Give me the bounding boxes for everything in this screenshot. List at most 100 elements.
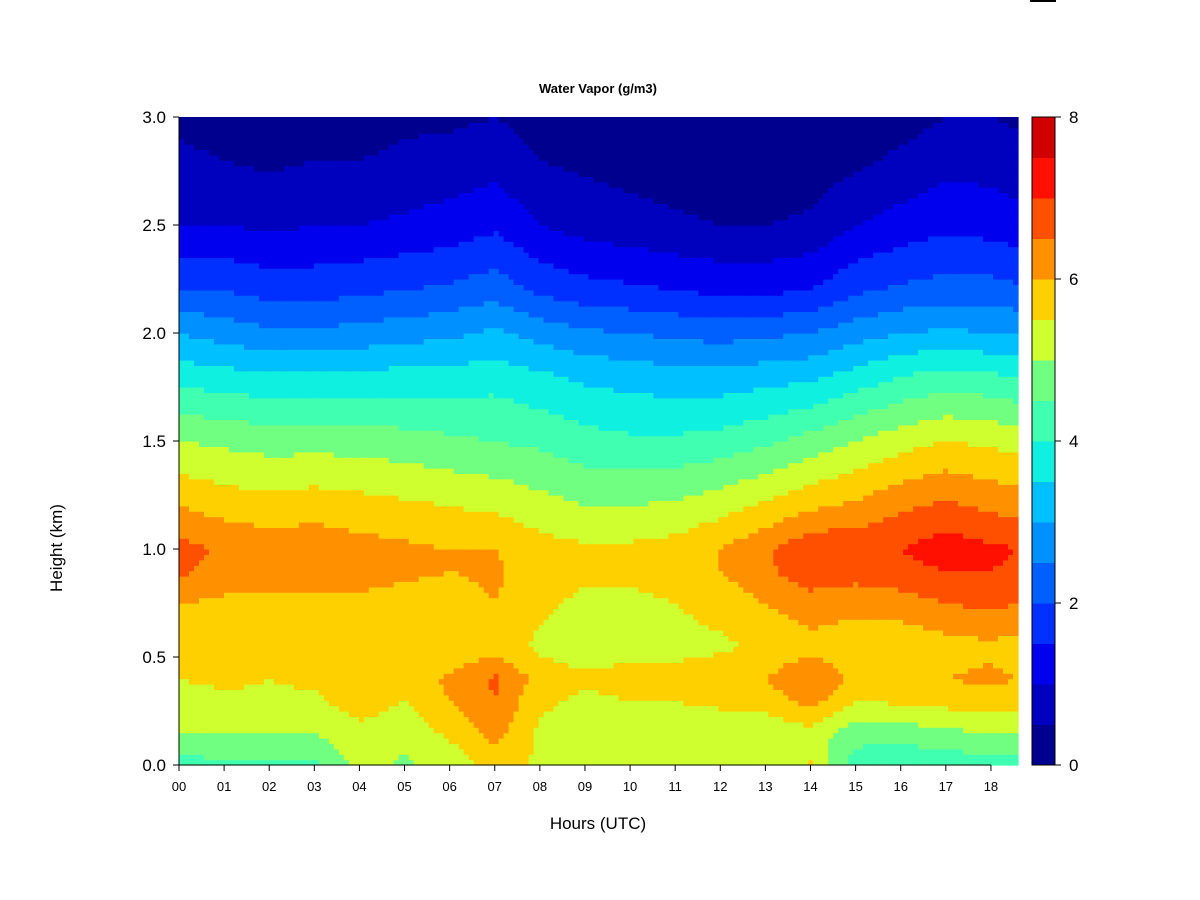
heatmap-cell [359,560,365,566]
heatmap-cell [239,652,245,658]
heatmap-cell [369,495,375,501]
heatmap-cell [294,382,300,388]
heatmap-cell [364,479,370,485]
heatmap-cell [249,484,255,490]
heatmap-cell [364,214,370,220]
heatmap-cell [339,133,345,139]
heatmap-cell [324,571,330,577]
heatmap-cell [339,225,345,231]
heatmap-cell [334,490,340,496]
heatmap-cell [384,738,390,744]
heatmap-cell [374,241,380,247]
heatmap-cell [319,679,325,685]
heatmap-cell [334,641,340,647]
heatmap-cell [234,495,240,501]
heatmap-cell [209,452,215,458]
heatmap-cell [379,360,385,366]
heatmap-cell [324,576,330,582]
heatmap-cell [354,592,360,598]
heatmap-cell [319,403,325,409]
heatmap-cell [339,139,345,145]
heatmap-cell [364,209,370,215]
heatmap-cell [234,754,240,760]
heatmap-cell [229,554,235,560]
heatmap-cell [364,279,370,285]
heatmap-cell [304,473,310,479]
heatmap-cell [214,139,220,145]
heatmap-cell [354,679,360,685]
heatmap-cell [359,716,365,722]
heatmap-cell [309,236,315,242]
heatmap-cell [284,706,290,712]
heatmap-cell [259,225,265,231]
heatmap-cell [214,149,220,155]
heatmap-cell [379,425,385,431]
heatmap-cell [234,149,240,155]
heatmap-cell [284,263,290,269]
heatmap-cell [284,387,290,393]
heatmap-cell [239,333,245,339]
heatmap-cell [284,274,290,280]
heatmap-cell [344,252,350,258]
heatmap-cell [299,608,305,614]
heatmap-cell [319,554,325,560]
heatmap-cell [289,133,295,139]
heatmap-cell [324,290,330,296]
heatmap-cell [254,738,260,744]
heatmap-cell [229,198,235,204]
heatmap-cell [199,484,205,490]
heatmap-cell [244,517,250,523]
heatmap-cell [299,441,305,447]
heatmap-cell [369,457,375,463]
heatmap-cell [194,598,200,604]
heatmap-cell [304,441,310,447]
heatmap-cell [309,733,315,739]
heatmap-cell [264,652,270,658]
heatmap-cell [204,673,210,679]
heatmap-cell [214,160,220,166]
heatmap-cell [189,522,195,528]
heatmap-cell [354,355,360,361]
heatmap-cell [374,484,380,490]
heatmap-cell [219,171,225,177]
heatmap-cell [289,155,295,161]
heatmap-cell [234,301,240,307]
heatmap-cell [294,419,300,425]
heatmap-cell [284,225,290,231]
heatmap-cell [264,743,270,749]
heatmap-cell [199,117,205,123]
heatmap-cell [344,684,350,690]
heatmap-cell [299,160,305,166]
heatmap-cell [329,214,335,220]
heatmap-cell [294,171,300,177]
heatmap-cell [349,673,355,679]
heatmap-cell [209,257,215,263]
heatmap-cell [249,722,255,728]
heatmap-cell [274,738,280,744]
heatmap-cell [184,479,190,485]
heatmap-cell [344,403,350,409]
heatmap-cell [349,619,355,625]
heatmap-cell [349,166,355,172]
heatmap-cell [319,716,325,722]
heatmap-cell [234,419,240,425]
heatmap-cell [304,527,310,533]
heatmap-cell [179,490,185,496]
heatmap-cell [374,652,380,658]
heatmap-cell [354,743,360,749]
heatmap-cell [199,230,205,236]
heatmap-cell [189,662,195,668]
heatmap-cell [279,544,285,550]
heatmap-cell [299,506,305,512]
heatmap-cell [334,311,340,317]
heatmap-cell [324,743,330,749]
heatmap-cell [269,133,275,139]
heatmap-cell [364,738,370,744]
heatmap-cell [244,182,250,188]
heatmap-cell [229,403,235,409]
heatmap-cell [349,754,355,760]
heatmap-cell [274,392,280,398]
heatmap-cell [314,614,320,620]
heatmap-cell [254,328,260,334]
heatmap-cell [209,409,215,415]
